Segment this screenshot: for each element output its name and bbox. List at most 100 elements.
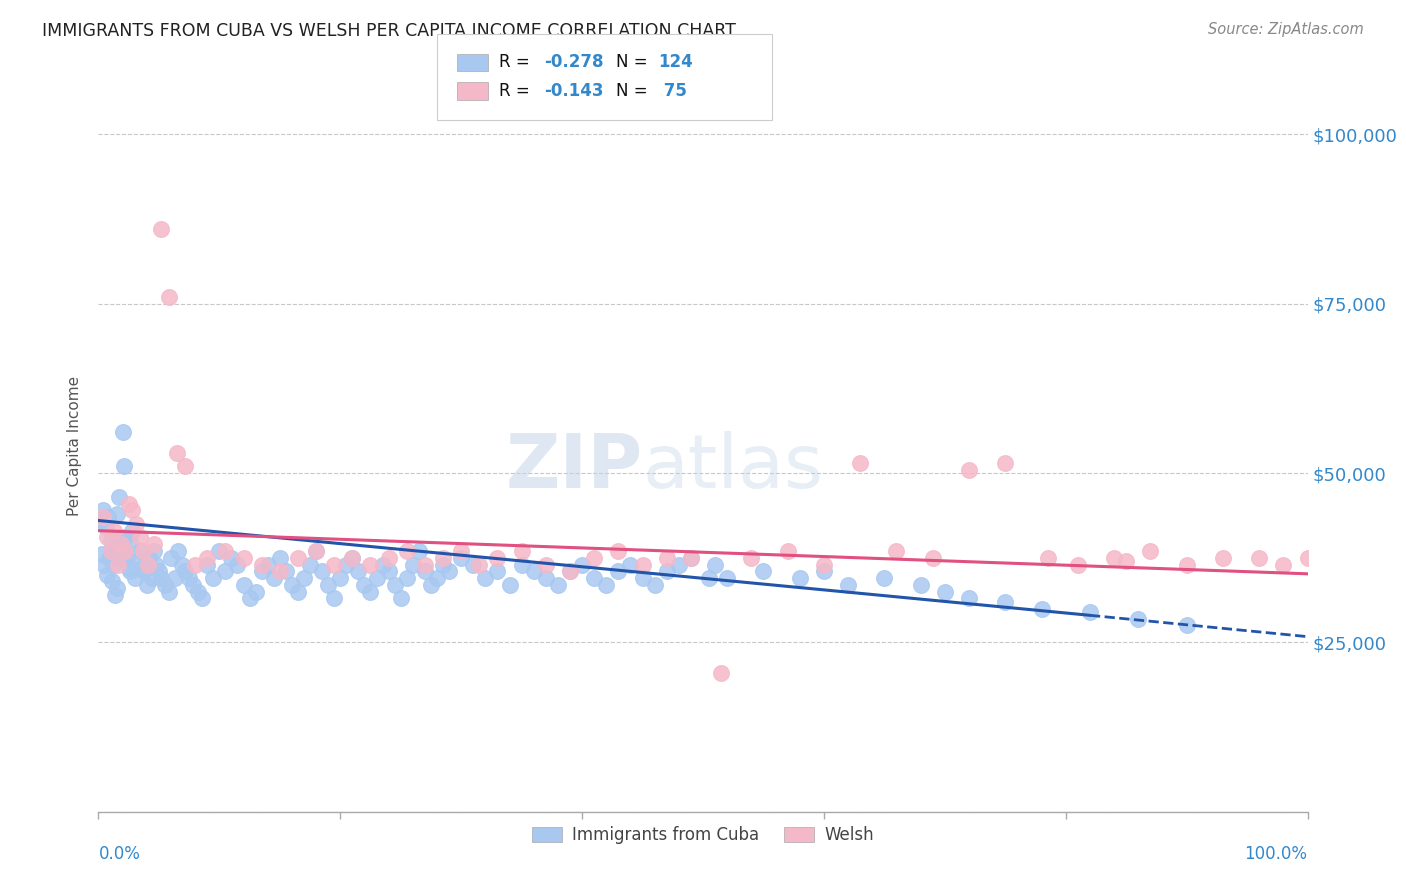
Point bbox=[395, 544, 418, 558]
Point bbox=[121, 503, 143, 517]
Point bbox=[195, 550, 218, 565]
Point bbox=[366, 571, 388, 585]
Point bbox=[108, 530, 131, 544]
Point bbox=[221, 550, 243, 565]
Point bbox=[468, 558, 491, 572]
Point bbox=[710, 665, 733, 680]
Point bbox=[510, 558, 533, 572]
Point bbox=[450, 550, 472, 565]
Point bbox=[813, 558, 835, 572]
Point bbox=[166, 446, 188, 460]
Point bbox=[558, 564, 581, 578]
Point bbox=[486, 564, 509, 578]
Point bbox=[232, 550, 254, 565]
Point bbox=[571, 558, 593, 572]
Point bbox=[214, 564, 236, 578]
Point bbox=[120, 537, 142, 551]
Point bbox=[510, 544, 533, 558]
Point bbox=[1175, 618, 1198, 632]
Text: ZIP: ZIP bbox=[505, 432, 643, 505]
Text: N =: N = bbox=[616, 54, 652, 71]
Text: 75: 75 bbox=[658, 82, 688, 100]
Point bbox=[360, 584, 382, 599]
Point bbox=[595, 578, 617, 592]
Point bbox=[716, 571, 738, 585]
Point bbox=[96, 567, 118, 582]
Point bbox=[150, 222, 173, 236]
Point bbox=[98, 550, 121, 565]
Point bbox=[269, 564, 291, 578]
Point bbox=[134, 564, 156, 578]
Text: 0.0%: 0.0% bbox=[98, 845, 141, 863]
Point bbox=[127, 550, 149, 565]
Text: Source: ZipAtlas.com: Source: ZipAtlas.com bbox=[1208, 22, 1364, 37]
Point bbox=[668, 558, 690, 572]
Point bbox=[214, 544, 236, 558]
Point bbox=[208, 544, 231, 558]
Point bbox=[353, 578, 375, 592]
Point bbox=[704, 558, 727, 572]
Point bbox=[114, 530, 136, 544]
Point bbox=[287, 550, 309, 565]
Point bbox=[138, 550, 160, 565]
Point bbox=[305, 544, 328, 558]
Point bbox=[105, 581, 128, 595]
Point bbox=[679, 550, 702, 565]
Point bbox=[145, 558, 167, 572]
Point bbox=[91, 510, 114, 524]
Point bbox=[1078, 605, 1101, 619]
Point bbox=[957, 463, 980, 477]
Point bbox=[342, 550, 364, 565]
Point bbox=[323, 591, 346, 606]
Point bbox=[104, 588, 127, 602]
Point bbox=[413, 558, 436, 572]
Point bbox=[167, 544, 190, 558]
Point bbox=[631, 571, 654, 585]
Point bbox=[837, 578, 859, 592]
Point bbox=[97, 510, 120, 524]
Point bbox=[534, 571, 557, 585]
Point bbox=[96, 530, 118, 544]
Point bbox=[114, 544, 136, 558]
Point bbox=[128, 530, 150, 544]
Point bbox=[274, 564, 297, 578]
Point bbox=[413, 564, 436, 578]
Point bbox=[103, 524, 125, 538]
Point bbox=[292, 571, 315, 585]
Point bbox=[174, 459, 197, 474]
Point bbox=[226, 558, 249, 572]
Point bbox=[873, 571, 896, 585]
Point bbox=[408, 544, 430, 558]
Point bbox=[740, 550, 762, 565]
Point bbox=[105, 507, 128, 521]
Point bbox=[420, 578, 443, 592]
Point bbox=[607, 544, 630, 558]
Point bbox=[389, 591, 412, 606]
Point bbox=[311, 564, 333, 578]
Point bbox=[150, 571, 173, 585]
Point bbox=[910, 578, 932, 592]
Point bbox=[316, 578, 339, 592]
Point bbox=[607, 564, 630, 578]
Point bbox=[813, 564, 835, 578]
Text: 124: 124 bbox=[658, 54, 693, 71]
Point bbox=[1249, 550, 1271, 565]
Point bbox=[111, 425, 134, 440]
Point bbox=[141, 571, 163, 585]
Point bbox=[287, 584, 309, 599]
Point bbox=[250, 564, 273, 578]
Point bbox=[789, 571, 811, 585]
Point bbox=[1212, 550, 1234, 565]
Point bbox=[1031, 601, 1053, 615]
Point bbox=[994, 456, 1017, 470]
Point bbox=[498, 578, 520, 592]
Point bbox=[107, 558, 129, 572]
Point bbox=[281, 578, 304, 592]
Point bbox=[619, 558, 641, 572]
Point bbox=[1115, 554, 1137, 568]
Point bbox=[1272, 558, 1295, 572]
Point bbox=[256, 558, 278, 572]
Point bbox=[103, 541, 125, 555]
Point bbox=[474, 571, 496, 585]
Point bbox=[118, 497, 141, 511]
